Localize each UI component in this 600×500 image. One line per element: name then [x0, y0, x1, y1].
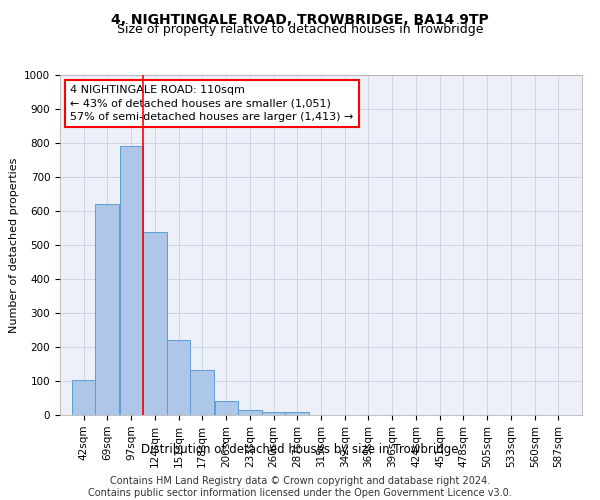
Bar — [167, 340, 190, 415]
Text: Size of property relative to detached houses in Trowbridge: Size of property relative to detached ho… — [117, 24, 483, 36]
Text: 4, NIGHTINGALE ROAD, TROWBRIDGE, BA14 9TP: 4, NIGHTINGALE ROAD, TROWBRIDGE, BA14 9T… — [111, 12, 489, 26]
Bar — [285, 412, 309, 415]
Y-axis label: Number of detached properties: Number of detached properties — [8, 158, 19, 332]
Bar — [190, 370, 214, 415]
Bar — [238, 410, 262, 415]
Bar — [119, 146, 143, 415]
Bar — [72, 380, 95, 415]
Bar — [95, 204, 119, 415]
Text: Distribution of detached houses by size in Trowbridge: Distribution of detached houses by size … — [141, 442, 459, 456]
Text: Contains HM Land Registry data © Crown copyright and database right 2024.
Contai: Contains HM Land Registry data © Crown c… — [88, 476, 512, 498]
Bar — [143, 232, 167, 415]
Bar — [215, 400, 238, 415]
Bar — [262, 412, 285, 415]
Text: 4 NIGHTINGALE ROAD: 110sqm
← 43% of detached houses are smaller (1,051)
57% of s: 4 NIGHTINGALE ROAD: 110sqm ← 43% of deta… — [70, 85, 354, 122]
